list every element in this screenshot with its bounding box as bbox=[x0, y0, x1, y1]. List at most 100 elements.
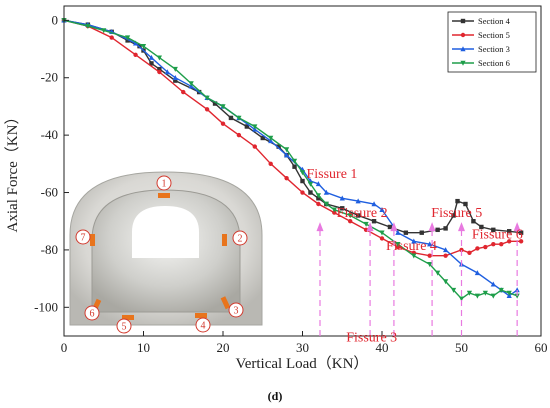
data-point-section-5 bbox=[507, 239, 512, 244]
data-point-section-5 bbox=[133, 52, 138, 57]
data-point-section-3 bbox=[164, 69, 170, 75]
data-point-section-4 bbox=[518, 230, 524, 235]
data-point-section-6 bbox=[395, 241, 401, 247]
gauge-3 bbox=[220, 296, 231, 310]
tunnel-cross-section-inset: 1 2 3 4 5 6 7 bbox=[69, 171, 263, 334]
data-point-section-3 bbox=[339, 195, 345, 201]
gauge-label-4: 4 bbox=[195, 317, 211, 333]
svg-text:7: 7 bbox=[81, 233, 86, 244]
data-point-section-4 bbox=[212, 101, 218, 106]
data-point-section-6 bbox=[172, 66, 178, 72]
data-point-section-6 bbox=[427, 262, 433, 268]
legend: Section 4 Section 5 Section 3 Section 6 bbox=[447, 11, 537, 73]
x-tick-label: 30 bbox=[296, 340, 309, 355]
fissure-label: Fissure 4 bbox=[386, 239, 437, 254]
data-point-section-3 bbox=[132, 40, 139, 46]
data-point-section-4 bbox=[276, 144, 281, 149]
data-point-section-4 bbox=[300, 178, 305, 184]
legend-label-section-5: Section 5 bbox=[478, 30, 510, 40]
x-tick-label: 20 bbox=[217, 340, 230, 355]
legend-label-section-4: Section 4 bbox=[478, 16, 511, 26]
fissure-arrow bbox=[390, 222, 398, 232]
data-point-section-4 bbox=[491, 227, 496, 233]
data-point-section-4 bbox=[435, 227, 440, 233]
fissure-label: Fissure 1 bbox=[306, 167, 357, 182]
data-point-section-6 bbox=[284, 147, 290, 153]
svg-text:4: 4 bbox=[201, 321, 206, 332]
data-point-section-4 bbox=[125, 38, 130, 43]
y-axis-title: Axial Force（KN） bbox=[4, 110, 21, 233]
data-point-section-6 bbox=[474, 293, 480, 299]
data-point-section-6 bbox=[435, 270, 441, 276]
data-point-section-6 bbox=[514, 293, 520, 299]
x-tick-label: 40 bbox=[376, 340, 389, 355]
data-point-section-5 bbox=[284, 175, 289, 181]
x-tick-label: 60 bbox=[535, 340, 548, 355]
gauge-label-3: 3 bbox=[228, 302, 244, 318]
fissure-arrow bbox=[513, 222, 521, 232]
data-point-section-6 bbox=[252, 124, 258, 130]
data-point-section-6 bbox=[347, 213, 353, 219]
data-point-section-5 bbox=[109, 35, 114, 40]
data-point-section-3 bbox=[148, 54, 155, 60]
data-point-section-4 bbox=[340, 206, 345, 211]
data-point-section-5 bbox=[518, 239, 524, 244]
data-point-section-4 bbox=[403, 230, 409, 235]
data-point-section-5 bbox=[499, 241, 504, 247]
legend-marker-section-5 bbox=[460, 32, 466, 38]
data-point-section-4 bbox=[260, 135, 265, 141]
data-point-section-6 bbox=[188, 81, 194, 87]
data-point-section-6 bbox=[443, 279, 449, 285]
data-point-section-6 bbox=[379, 230, 385, 236]
data-point-section-6 bbox=[450, 287, 457, 293]
fissure-label: Fissure 3 bbox=[346, 331, 397, 346]
data-point-section-6 bbox=[101, 28, 107, 34]
data-point-section-3 bbox=[284, 152, 290, 158]
legend-label-section-6: Section 6 bbox=[478, 58, 510, 68]
gauge-7 bbox=[90, 234, 95, 246]
svg-text:6: 6 bbox=[90, 309, 95, 320]
data-point-section-6 bbox=[482, 290, 488, 296]
y-tick-label: -80 bbox=[41, 242, 58, 257]
fissure-arrow bbox=[366, 222, 374, 232]
data-point-section-3 bbox=[514, 287, 520, 293]
data-point-section-5 bbox=[475, 246, 480, 251]
plot-area bbox=[61, 17, 524, 302]
svg-text:5: 5 bbox=[122, 322, 127, 333]
data-point-section-6 bbox=[315, 193, 321, 199]
fissure-label: Fissure 6 bbox=[472, 227, 523, 242]
gauge-2 bbox=[222, 234, 227, 246]
data-point-section-3 bbox=[323, 189, 329, 195]
data-point-section-6 bbox=[204, 95, 210, 101]
data-point-section-6 bbox=[236, 115, 242, 121]
y-tick-label: -60 bbox=[41, 185, 58, 200]
data-point-section-4 bbox=[455, 198, 460, 204]
svg-text:1: 1 bbox=[162, 179, 167, 190]
data-point-section-5 bbox=[467, 250, 472, 255]
fissure-arrow bbox=[458, 222, 465, 232]
gauge-label-5: 5 bbox=[116, 318, 132, 334]
fissure-label: Fissure 5 bbox=[431, 206, 482, 221]
data-point-section-4 bbox=[157, 66, 162, 72]
data-point-section-6 bbox=[490, 293, 496, 299]
gauge-label-2: 2 bbox=[232, 230, 248, 246]
data-point-section-3 bbox=[315, 181, 321, 187]
data-point-section-6 bbox=[466, 290, 473, 296]
y-tick-label: -40 bbox=[41, 127, 58, 142]
data-point-section-6 bbox=[307, 181, 314, 187]
svg-text:3: 3 bbox=[234, 306, 239, 317]
data-point-section-5 bbox=[204, 107, 210, 112]
data-point-section-5 bbox=[332, 210, 337, 215]
data-point-section-5 bbox=[395, 244, 401, 250]
data-point-section-6 bbox=[268, 135, 274, 141]
series-section-6 bbox=[61, 18, 520, 302]
x-tick-label: 10 bbox=[137, 340, 150, 355]
data-point-section-6 bbox=[331, 207, 337, 213]
data-point-section-4 bbox=[451, 213, 456, 218]
data-point-section-4 bbox=[228, 115, 234, 121]
data-point-section-6 bbox=[125, 35, 131, 41]
data-point-section-5 bbox=[300, 190, 305, 195]
data-point-section-5 bbox=[181, 89, 186, 95]
data-point-section-5 bbox=[483, 244, 488, 250]
data-point-section-4 bbox=[479, 224, 484, 230]
